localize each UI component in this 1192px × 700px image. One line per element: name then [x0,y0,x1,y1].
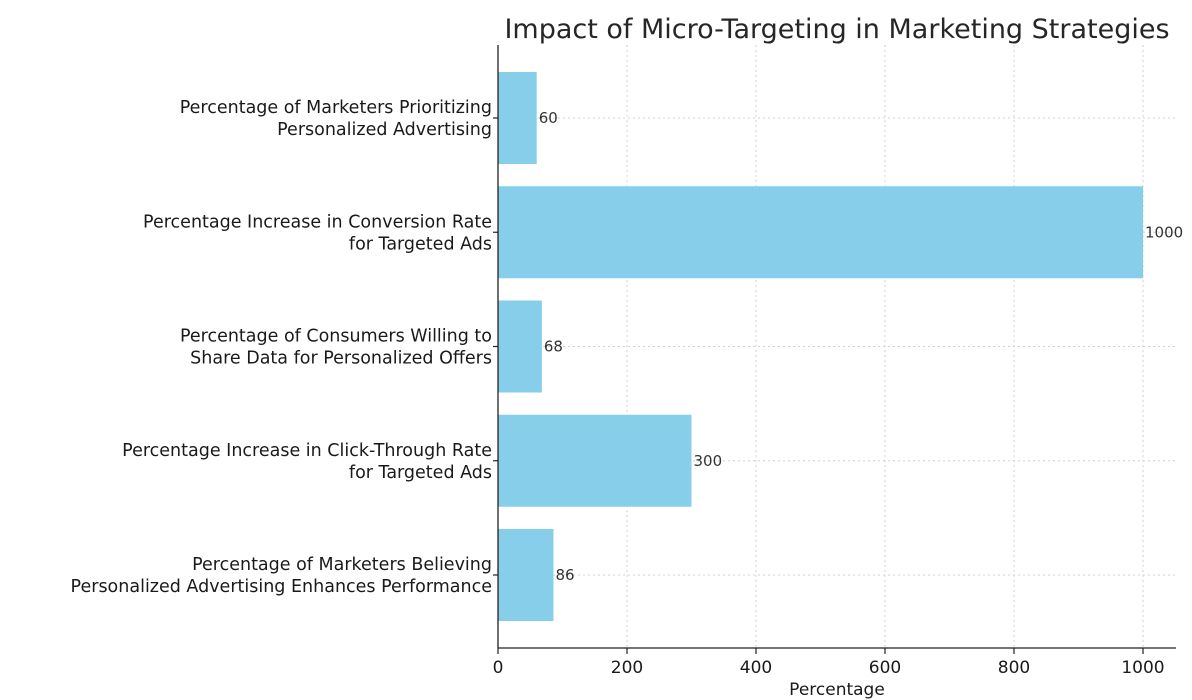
category-label: Percentage Increase in Conversion Rate fo… [143,212,492,254]
x-tick-label: 600 [869,658,901,678]
data-labels: 60 1000 68 300 86 [539,109,1183,584]
x-tick-label: 0 [493,658,504,678]
bar-value-label: 68 [544,338,563,356]
category-label: Percentage Increase in Click-Through Rat… [122,441,492,483]
x-tick-label: 800 [998,658,1030,678]
x-axis-ticks: 0 200 400 600 800 1000 [493,117,1165,678]
bar [498,529,554,621]
x-tick-label: 400 [740,658,772,678]
bar [498,414,692,507]
x-axis-title: Percentage [789,680,885,700]
bar [498,72,537,164]
category-label: Percentage of Marketers Prioritizing Pers… [180,98,492,140]
x-tick-label: 200 [611,658,643,678]
category-label: Percentage of Consumers Willing to Share … [180,327,492,369]
category-labels: Percentage of Marketers Prioritizing Pers… [71,98,492,597]
bar-value-label: 1000 [1145,223,1183,241]
bar-value-label: 60 [539,109,558,127]
bar-value-label: 300 [694,452,723,470]
grid-lines [497,45,1176,648]
chart-title: Impact of Micro-Targeting in Marketing S… [504,14,1169,45]
bars [498,72,1143,621]
bar [498,186,1143,279]
x-tick-label: 1000 [1121,658,1164,678]
bar [498,300,542,393]
category-label: Percentage of Marketers Believing Persona… [71,555,492,597]
bar-value-label: 86 [555,566,574,584]
